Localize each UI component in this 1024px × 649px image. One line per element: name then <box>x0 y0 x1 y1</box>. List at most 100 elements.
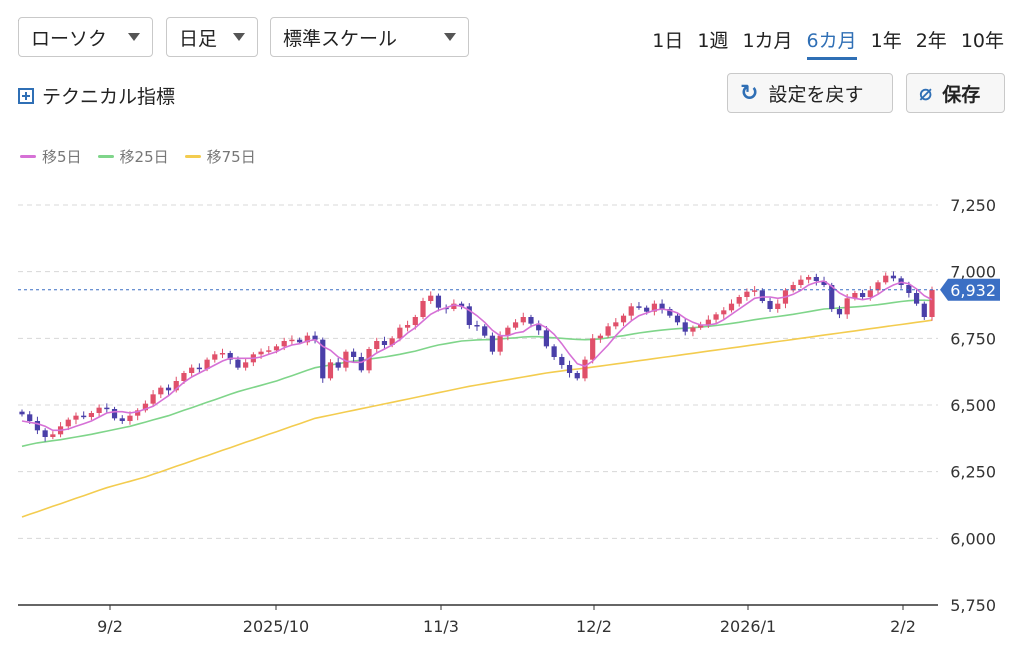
candle-body <box>690 327 696 332</box>
candle-body <box>381 341 388 345</box>
candle-body <box>404 325 411 328</box>
x-tick-label: 2/2 <box>890 617 916 636</box>
candle-body <box>705 319 711 325</box>
range-1m[interactable]: 1カ月 <box>742 30 793 52</box>
candle-body <box>88 413 95 417</box>
candle-body <box>81 415 87 418</box>
candle-body <box>243 362 249 368</box>
candle-body <box>196 367 202 370</box>
candle-body <box>667 309 673 316</box>
legend-label: 移25日 <box>119 148 169 166</box>
candle-body <box>397 327 403 339</box>
candle-body <box>119 418 125 421</box>
candle-body <box>150 394 156 404</box>
candle-body <box>358 357 364 371</box>
candle-body <box>759 290 765 301</box>
candle-body <box>389 338 395 345</box>
candle-body <box>644 307 650 312</box>
candle-body <box>551 346 557 357</box>
candle-body <box>752 290 758 292</box>
x-tick-label: 12/2 <box>576 617 612 636</box>
candle-body <box>721 310 727 315</box>
candle-body <box>574 373 580 379</box>
candle-body <box>505 327 511 336</box>
range-tabs: 1日 1週 1カ月 6カ月 1年 2年 10年 <box>638 26 1004 60</box>
candle-body <box>204 359 210 369</box>
period-select[interactable]: 日足 <box>166 17 258 57</box>
candle-body <box>620 315 627 323</box>
candle-body <box>906 285 912 293</box>
range-10y[interactable]: 10年 <box>960 30 1004 52</box>
period-value: 日足 <box>179 27 218 50</box>
candle-body <box>821 281 827 285</box>
candle-body <box>428 295 434 301</box>
candle-body <box>713 314 719 320</box>
candle-body <box>698 325 704 328</box>
x-tick-label: 2026/1 <box>720 617 776 636</box>
candle-body <box>528 317 534 324</box>
legend-swatch <box>97 155 114 158</box>
reset-settings-label: 設定を戻す <box>768 83 864 106</box>
legend-swatch <box>184 155 201 158</box>
candle-body <box>212 354 218 360</box>
save-button[interactable]: ⌀ 保存 <box>906 73 1005 113</box>
candle-body <box>852 293 858 299</box>
candle-body <box>728 303 735 311</box>
candle-body <box>420 301 426 317</box>
candle-body <box>651 303 657 312</box>
legend-ma25: 移25日 <box>97 146 169 167</box>
candle-body <box>605 326 611 336</box>
candle-body <box>65 419 71 427</box>
range-1d[interactable]: 1日 <box>652 30 684 52</box>
candle-body <box>312 335 318 340</box>
candle-body <box>929 289 935 317</box>
candle-body <box>335 362 341 368</box>
range-1y[interactable]: 1年 <box>870 30 902 52</box>
candle-body <box>289 339 295 342</box>
chart-type-value: ローソク <box>31 27 108 50</box>
legend-swatch <box>20 155 36 158</box>
candle-body <box>273 346 280 351</box>
candle-body <box>435 295 442 308</box>
candle-body <box>50 434 56 437</box>
candle-body <box>497 335 503 352</box>
candle-body <box>351 351 357 357</box>
scale-select[interactable]: 標準スケール <box>270 17 469 57</box>
candle-body <box>875 282 881 291</box>
candle-body <box>829 285 835 309</box>
candle-body <box>42 430 48 437</box>
candle-body <box>227 353 233 360</box>
candle-body <box>111 409 118 419</box>
save-label: 保存 <box>942 83 981 106</box>
legend-label: 移75日 <box>206 148 256 166</box>
ma75-line <box>21 319 933 518</box>
reset-settings-button[interactable]: ↻ 設定を戻す <box>727 73 893 113</box>
candle-body <box>474 325 480 327</box>
technical-indicators-toggle[interactable]: テクニカル指標 <box>18 82 175 109</box>
candle-body <box>127 415 133 421</box>
candle-body <box>659 303 665 309</box>
candle-body <box>674 315 681 323</box>
y-tick-label: 7,250 <box>950 196 996 215</box>
chart-type-select[interactable]: ローソク <box>18 17 153 57</box>
candle-body <box>543 330 550 347</box>
last-price-badge <box>940 278 1000 301</box>
candle-body <box>744 291 750 297</box>
legend-ma75: 移75日 <box>184 146 256 167</box>
y-tick-label: 6,000 <box>950 529 996 548</box>
range-6m[interactable]: 6カ月 <box>806 26 857 60</box>
candle-body <box>343 351 349 368</box>
candle-body <box>582 359 588 379</box>
candle-body <box>173 381 179 391</box>
candle-body <box>104 407 110 410</box>
range-1w[interactable]: 1週 <box>697 30 729 52</box>
range-2y[interactable]: 2年 <box>915 30 947 52</box>
candle-body <box>142 403 148 411</box>
legend-label: 移5日 <box>42 148 82 166</box>
candle-body <box>682 322 688 332</box>
candle-body <box>181 373 187 381</box>
candle-body <box>836 309 843 315</box>
y-tick-label: 7,000 <box>950 263 996 282</box>
candle-body <box>636 306 642 308</box>
candle-body <box>921 303 927 317</box>
